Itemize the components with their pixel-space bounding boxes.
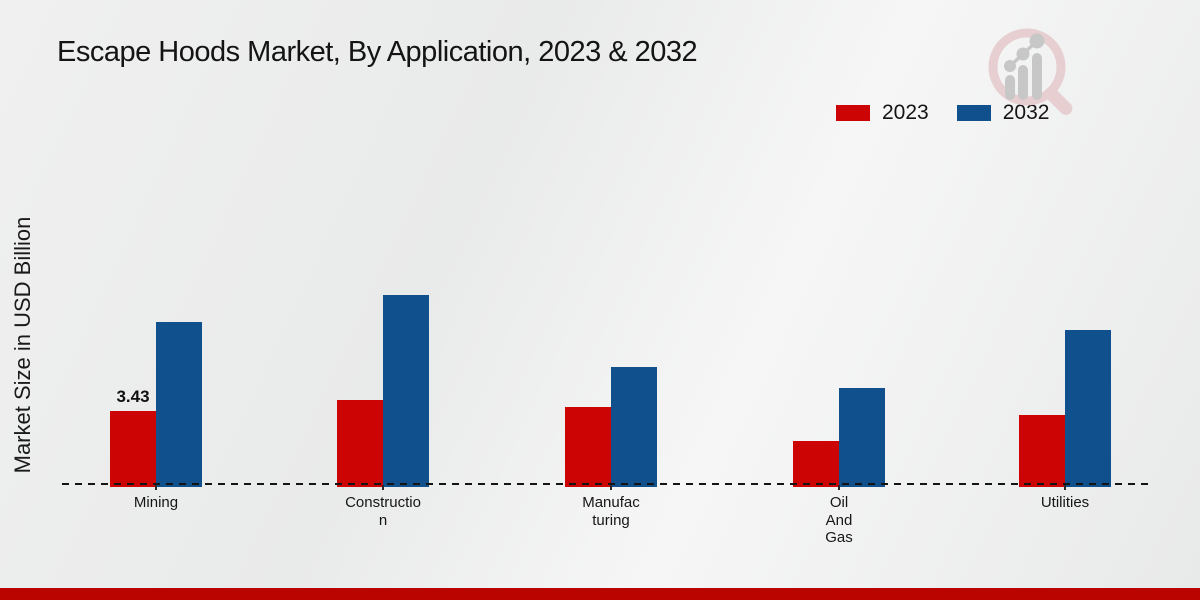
bar-2032-construction	[383, 295, 429, 487]
bottom-stripe	[0, 588, 1200, 600]
legend-item-2032: 2032	[956, 101, 1050, 125]
category-label-manufacturing: Manufac turing	[582, 494, 640, 529]
bar-2032-mining	[156, 322, 202, 487]
legend: 2023 2032	[836, 101, 1049, 125]
x-axis-baseline	[62, 483, 1154, 485]
bar-2023-mining	[110, 411, 156, 487]
legend-swatch-2032	[956, 105, 991, 121]
bar-2023-utilities	[1019, 415, 1065, 487]
bar-2023-oil-and-gas	[793, 441, 839, 487]
x-axis-tick	[610, 485, 612, 490]
bar-2032-oil-and-gas	[839, 388, 885, 487]
legend-label-2032: 2032	[1002, 101, 1050, 124]
category-label-construction: Constructio n	[345, 494, 421, 529]
category-label-utilities: Utilities	[1040, 494, 1090, 511]
bar-2023-construction	[337, 400, 383, 487]
x-axis-tick	[1064, 485, 1066, 490]
bar-2032-utilities	[1065, 330, 1111, 487]
data-label-2023-mining: 3.43	[116, 387, 150, 406]
category-label-mining: Mining	[133, 494, 179, 511]
magnifier-bar-chart-logo-icon	[988, 28, 1073, 115]
bar-2023-manufacturing	[565, 407, 611, 487]
x-axis-tick	[838, 485, 840, 490]
legend-label-2023: 2023	[882, 101, 929, 124]
x-axis-tick	[382, 485, 384, 490]
category-label-oil-and-gas: Oil And Gas	[825, 494, 853, 546]
chart-title: Escape Hoods Market, By Application, 202…	[57, 36, 698, 68]
x-axis-tick	[155, 485, 157, 490]
legend-item-2023: 2023	[836, 101, 929, 125]
y-axis-label: Market Size in USD Billion	[10, 216, 35, 474]
legend-swatch-2023	[836, 105, 870, 121]
bar-2032-manufacturing	[611, 367, 657, 487]
